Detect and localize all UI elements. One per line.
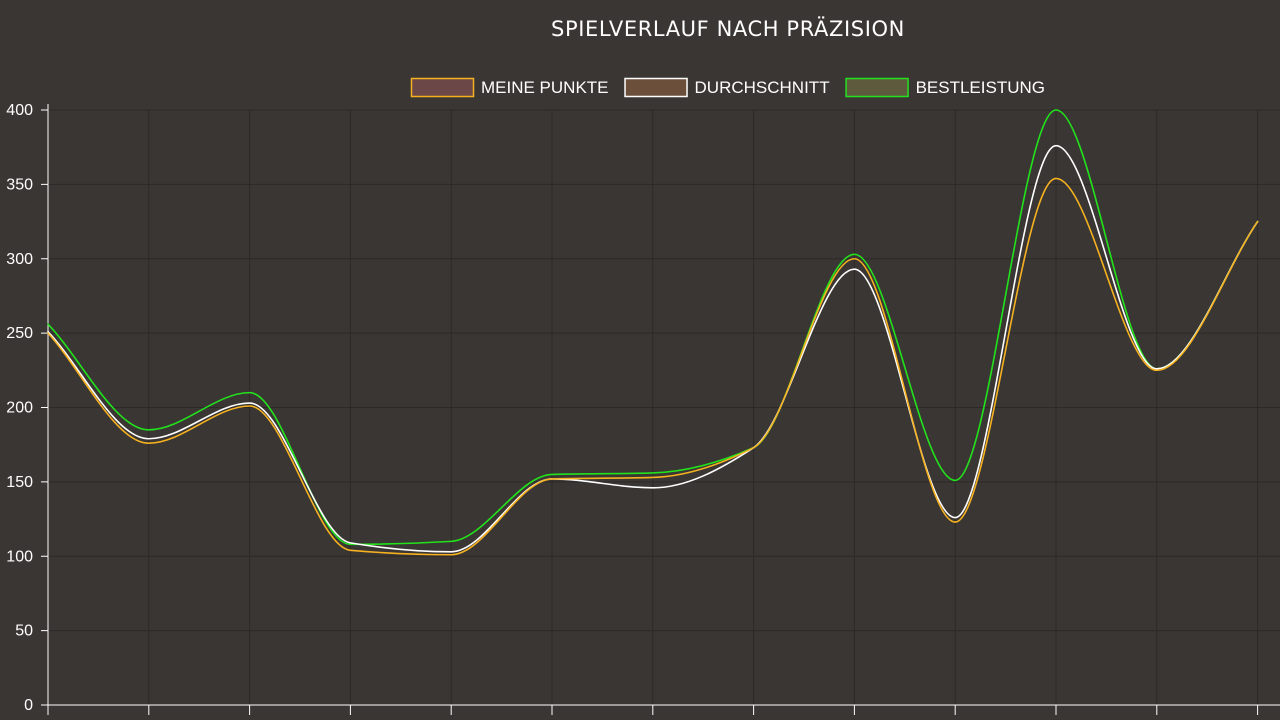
legend-item-bestleistung[interactable]: BESTLEISTUNG (845, 77, 1045, 98)
y-tick-label: 100 (6, 548, 33, 565)
axes: 0 50 100 150 200 250 300 350 400 (6, 102, 1280, 715)
legend-item-durchschnitt[interactable]: DURCHSCHNITT (624, 77, 830, 98)
chart-title: SPIELVERLAUF NACH PRÄZISION (551, 16, 905, 41)
series-line-meine-punkte (47, 177, 1259, 556)
legend-label: MEINE PUNKTE (481, 78, 609, 97)
series-lines (47, 109, 1259, 556)
legend-label: BESTLEISTUNG (916, 78, 1045, 97)
legend[interactable]: MEINE PUNKTE DURCHSCHNITT BESTLEISTUNG (410, 77, 1046, 98)
y-tick-label: 400 (6, 102, 33, 119)
y-tick-label: 0 (24, 697, 33, 714)
legend-swatch (624, 77, 688, 98)
y-tick-label: 300 (6, 251, 33, 268)
y-tick-label: 50 (15, 623, 33, 640)
legend-swatch (845, 77, 909, 98)
legend-item-meine-punkte[interactable]: MEINE PUNKTE (410, 77, 609, 98)
y-tick-label: 250 (6, 325, 33, 342)
y-tick-label: 350 (6, 176, 33, 193)
y-tick-label: 200 (6, 400, 33, 417)
legend-label: DURCHSCHNITT (695, 78, 830, 97)
y-tick-label: 150 (6, 474, 33, 491)
legend-swatch (410, 77, 475, 98)
grid (48, 109, 1280, 705)
